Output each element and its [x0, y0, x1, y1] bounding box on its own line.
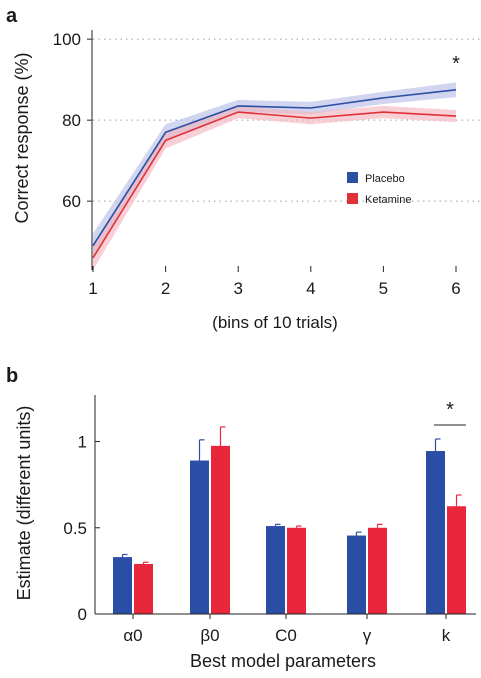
- panel-a: a 60 80 100 1 2 3 4 5 6 Correct response (%) (b…: [6, 5, 481, 332]
- b-y-tick-label: 0.5: [63, 519, 87, 538]
- a-x-tick-label: 6: [451, 279, 460, 298]
- panel-b-label: b: [6, 365, 18, 387]
- b-bar-ketamine: [287, 527, 306, 614]
- b-bar-ketamine: [211, 445, 230, 614]
- b-bar-placebo: [113, 557, 132, 614]
- legend-label-ketamine: Ketamine: [365, 194, 411, 206]
- b-x-tick-labels: α0 β0 C0 γ k: [123, 626, 450, 645]
- b-x-tick-label: α0: [123, 626, 142, 645]
- b-bar-ketamine: [447, 506, 466, 614]
- a-y-tick-label: 100: [53, 30, 81, 49]
- a-x-tick-label: 5: [379, 279, 388, 298]
- a-y-tick-labels: 60 80 100: [53, 30, 81, 211]
- b-x-tick-label: C0: [275, 626, 297, 645]
- a-y-tick-label: 80: [62, 111, 81, 130]
- b-x-tick-label: β0: [200, 626, 219, 645]
- a-axes: [87, 30, 457, 272]
- b-bar-ketamine: [134, 563, 153, 614]
- b-y-tick-labels: 00.51: [63, 433, 87, 624]
- b-bars: [113, 426, 466, 614]
- b-y-tick-label: 1: [78, 433, 87, 452]
- b-y-axis-label: Estimate (different units): [14, 406, 34, 601]
- a-y-tick-label: 60: [62, 192, 81, 211]
- b-significance-star: *: [446, 399, 454, 421]
- a-legend: Placebo Ketamine: [347, 172, 411, 206]
- b-bar-ketamine: [368, 527, 387, 614]
- panel-b: b 00.51 α0 β0 C0 γ k Estimate (different uni…: [6, 365, 476, 671]
- b-x-tick-label: k: [442, 626, 451, 645]
- a-significance-star: *: [452, 53, 460, 75]
- a-x-axis-label: (bins of 10 trials): [212, 313, 338, 332]
- a-lines: [92, 88, 457, 259]
- b-bar-placebo: [347, 535, 366, 614]
- panel-a-label: a: [6, 5, 18, 27]
- b-x-axis-label: Best model parameters: [190, 651, 376, 671]
- b-bar-placebo: [426, 451, 445, 614]
- b-axes: [94, 395, 476, 619]
- a-x-tick-label: 4: [306, 279, 315, 298]
- legend-swatch-ketamine: [347, 193, 358, 204]
- a-line-ketamine: [92, 111, 457, 259]
- b-y-tick-label: 0: [78, 605, 87, 624]
- a-x-tick-labels: 1 2 3 4 5 6: [88, 279, 460, 298]
- a-x-tick-label: 1: [88, 279, 97, 298]
- b-x-tick-label: γ: [363, 626, 372, 645]
- b-bar-placebo: [266, 526, 285, 614]
- legend-swatch-placebo: [347, 172, 358, 183]
- a-y-axis-label: Correct response (%): [12, 52, 32, 223]
- a-line-placebo: [92, 88, 457, 247]
- legend-label-placebo: Placebo: [365, 173, 405, 185]
- a-x-tick-label: 2: [161, 279, 170, 298]
- a-x-tick-label: 3: [233, 279, 242, 298]
- a-band-ketamine: [93, 105, 456, 270]
- b-bar-placebo: [190, 460, 209, 614]
